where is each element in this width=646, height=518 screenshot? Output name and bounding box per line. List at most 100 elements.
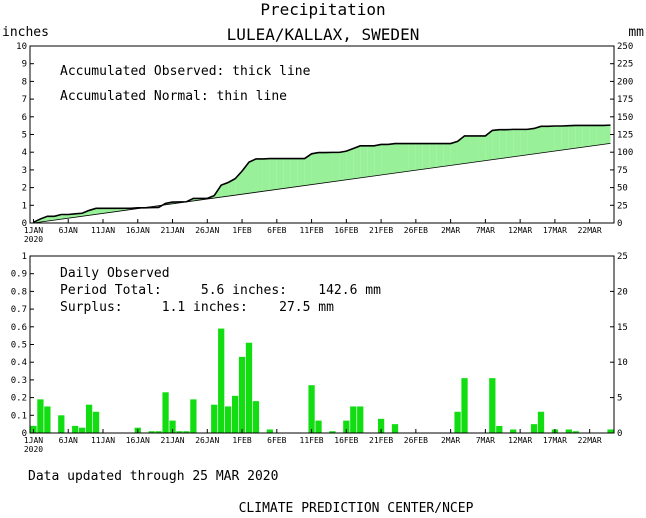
daily-precip-bar xyxy=(238,356,246,433)
daily-x-tick-label: 16FEB xyxy=(334,436,358,445)
accumulated-fill-segment xyxy=(554,126,562,152)
accumulated-y-left-tick-label: 5 xyxy=(22,131,27,141)
daily-x-tick-label: 16JAN xyxy=(126,436,150,445)
accumulated-x-tick-label: 22MAR xyxy=(578,226,602,235)
period-total-label: Period Total: 5.6 inches: 142.6 mm xyxy=(60,283,381,298)
accumulated-y-right-tick-label: 225 xyxy=(617,60,633,70)
daily-precip-bar xyxy=(565,429,572,433)
accumulated-fill-segment xyxy=(541,126,548,153)
daily-x-tick-label: 17MAR xyxy=(543,436,567,445)
accumulated-fill-segment xyxy=(381,144,389,176)
daily-precip-bar xyxy=(85,404,93,433)
accumulated-axes: 0123456789100255075100125150175200225250… xyxy=(16,42,633,244)
accumulated-fill-segment xyxy=(332,152,340,182)
daily-precip-bar xyxy=(79,427,86,433)
daily-y-left-tick-label: 0 xyxy=(22,429,27,439)
accumulated-fill-segment xyxy=(457,135,465,165)
accumulated-fill-segment xyxy=(596,125,604,146)
accumulated-x-tick-label: 7MAR xyxy=(476,226,495,235)
accumulated-fill-segment xyxy=(311,152,319,185)
accumulated-fill-segment xyxy=(318,152,326,184)
daily-precip-bar xyxy=(162,392,169,433)
accumulated-fill-segment xyxy=(401,143,409,173)
accumulated-fill-segment xyxy=(388,143,395,175)
daily-precip-bar xyxy=(607,429,614,433)
accumulated-fill-segment xyxy=(575,125,583,149)
daily-precip-bar xyxy=(183,431,190,433)
accumulated-y-left-tick-label: 7 xyxy=(22,95,27,105)
accumulated-y-left-tick-label: 9 xyxy=(22,60,27,70)
accumulated-fill-segment xyxy=(547,126,555,152)
accumulated-fill-segment xyxy=(415,143,423,171)
accumulated-fill-segment xyxy=(582,125,590,148)
accumulated-fill-segment xyxy=(429,143,437,169)
accumulated-fill-segment xyxy=(478,135,486,162)
accumulated-y-right-tick-label: 125 xyxy=(617,131,633,141)
daily-x-tick-label: 26FEB xyxy=(404,436,428,445)
daily-precip-bar xyxy=(72,425,79,433)
accumulated-y-right-tick-label: 250 xyxy=(617,42,633,52)
accumulated-fill-segment xyxy=(61,214,69,220)
accumulated-y-right-tick-label: 0 xyxy=(617,219,622,229)
accumulated-fill-segment xyxy=(422,143,430,170)
daily-precip-bar xyxy=(169,420,176,433)
daily-observed-label: Daily Observed xyxy=(60,266,170,281)
accumulated-fill-segment xyxy=(228,178,236,197)
accumulated-fill-segment xyxy=(443,143,451,167)
daily-precip-bar xyxy=(92,411,100,433)
accumulated-fill-layer xyxy=(33,125,611,223)
daily-x-tick-label: 2MAR xyxy=(441,436,460,445)
daily-precip-bar xyxy=(252,401,260,433)
daily-y-left-tick-label: 0.8 xyxy=(11,287,27,297)
daily-precip-bar xyxy=(377,418,385,433)
daily-precip-bar xyxy=(315,420,322,433)
accumulated-fill-segment xyxy=(534,126,541,154)
accumulated-fill-segment xyxy=(276,158,284,190)
daily-precip-bar xyxy=(537,411,545,433)
daily-y-right-tick-label: 5 xyxy=(617,394,622,404)
accumulated-fill-segment xyxy=(471,135,479,163)
daily-y-left-tick-label: 0.4 xyxy=(11,358,27,368)
daily-x-tick-label: 6JAN xyxy=(59,436,78,445)
daily-precip-bar xyxy=(350,406,357,433)
daily-precip-bar xyxy=(329,431,336,433)
daily-y-left-tick-label: 1 xyxy=(22,252,27,262)
daily-precip-bar xyxy=(37,399,44,433)
daily-precip-bar xyxy=(391,424,399,433)
accumulated-y-right-tick-label: 100 xyxy=(617,148,633,158)
chart-subtitle: LULEA/KALLAX, SWEDEN xyxy=(227,25,420,44)
accumulated-line-layer xyxy=(33,124,611,224)
accumulated-fill-segment xyxy=(283,158,291,189)
daily-precip-bar xyxy=(44,406,51,433)
accumulated-fill-segment xyxy=(520,129,528,156)
daily-precip-bar xyxy=(231,395,239,433)
daily-precip-bar xyxy=(218,328,225,433)
daily-y-left-tick-label: 0.3 xyxy=(11,376,27,386)
surplus-label: Surplus: 1.1 inches: 27.5 mm xyxy=(60,300,334,315)
daily-precip-bar xyxy=(58,415,65,433)
accumulated-fill-segment xyxy=(353,145,361,179)
accumulated-fill-segment xyxy=(527,128,535,155)
accumulated-x-tick-label: 21JAN xyxy=(160,226,184,235)
daily-precip-bar xyxy=(148,431,155,433)
left-unit-label: inches xyxy=(2,25,49,40)
daily-bar-layer xyxy=(30,328,614,433)
accumulated-x-tick-label: 26FEB xyxy=(404,226,428,235)
daily-precip-bar xyxy=(155,431,162,433)
accumulated-fill-segment xyxy=(450,141,458,166)
credit-text: CLIMATE PREDICTION CENTER/NCEP xyxy=(239,501,474,516)
accumulated-x-tick-label: 11FEB xyxy=(300,226,324,235)
accumulated-x-tick-label: 17MAR xyxy=(543,226,567,235)
accumulated-fill-segment xyxy=(492,129,500,160)
accumulated-y-right-tick-label: 25 xyxy=(617,201,628,211)
accumulated-observed-legend: Accumulated Observed: thick line xyxy=(60,64,311,79)
right-unit-label: mm xyxy=(628,25,644,40)
accumulated-y-left-tick-label: 0 xyxy=(22,219,27,229)
daily-precip-bar xyxy=(225,406,232,433)
data-updated-text: Data updated through 25 MAR 2020 xyxy=(28,469,278,484)
daily-precip-bar xyxy=(454,411,461,433)
accumulated-fill-segment xyxy=(506,129,514,158)
daily-y-left-tick-label: 0.6 xyxy=(11,323,27,333)
daily-precip-bar xyxy=(461,378,468,433)
